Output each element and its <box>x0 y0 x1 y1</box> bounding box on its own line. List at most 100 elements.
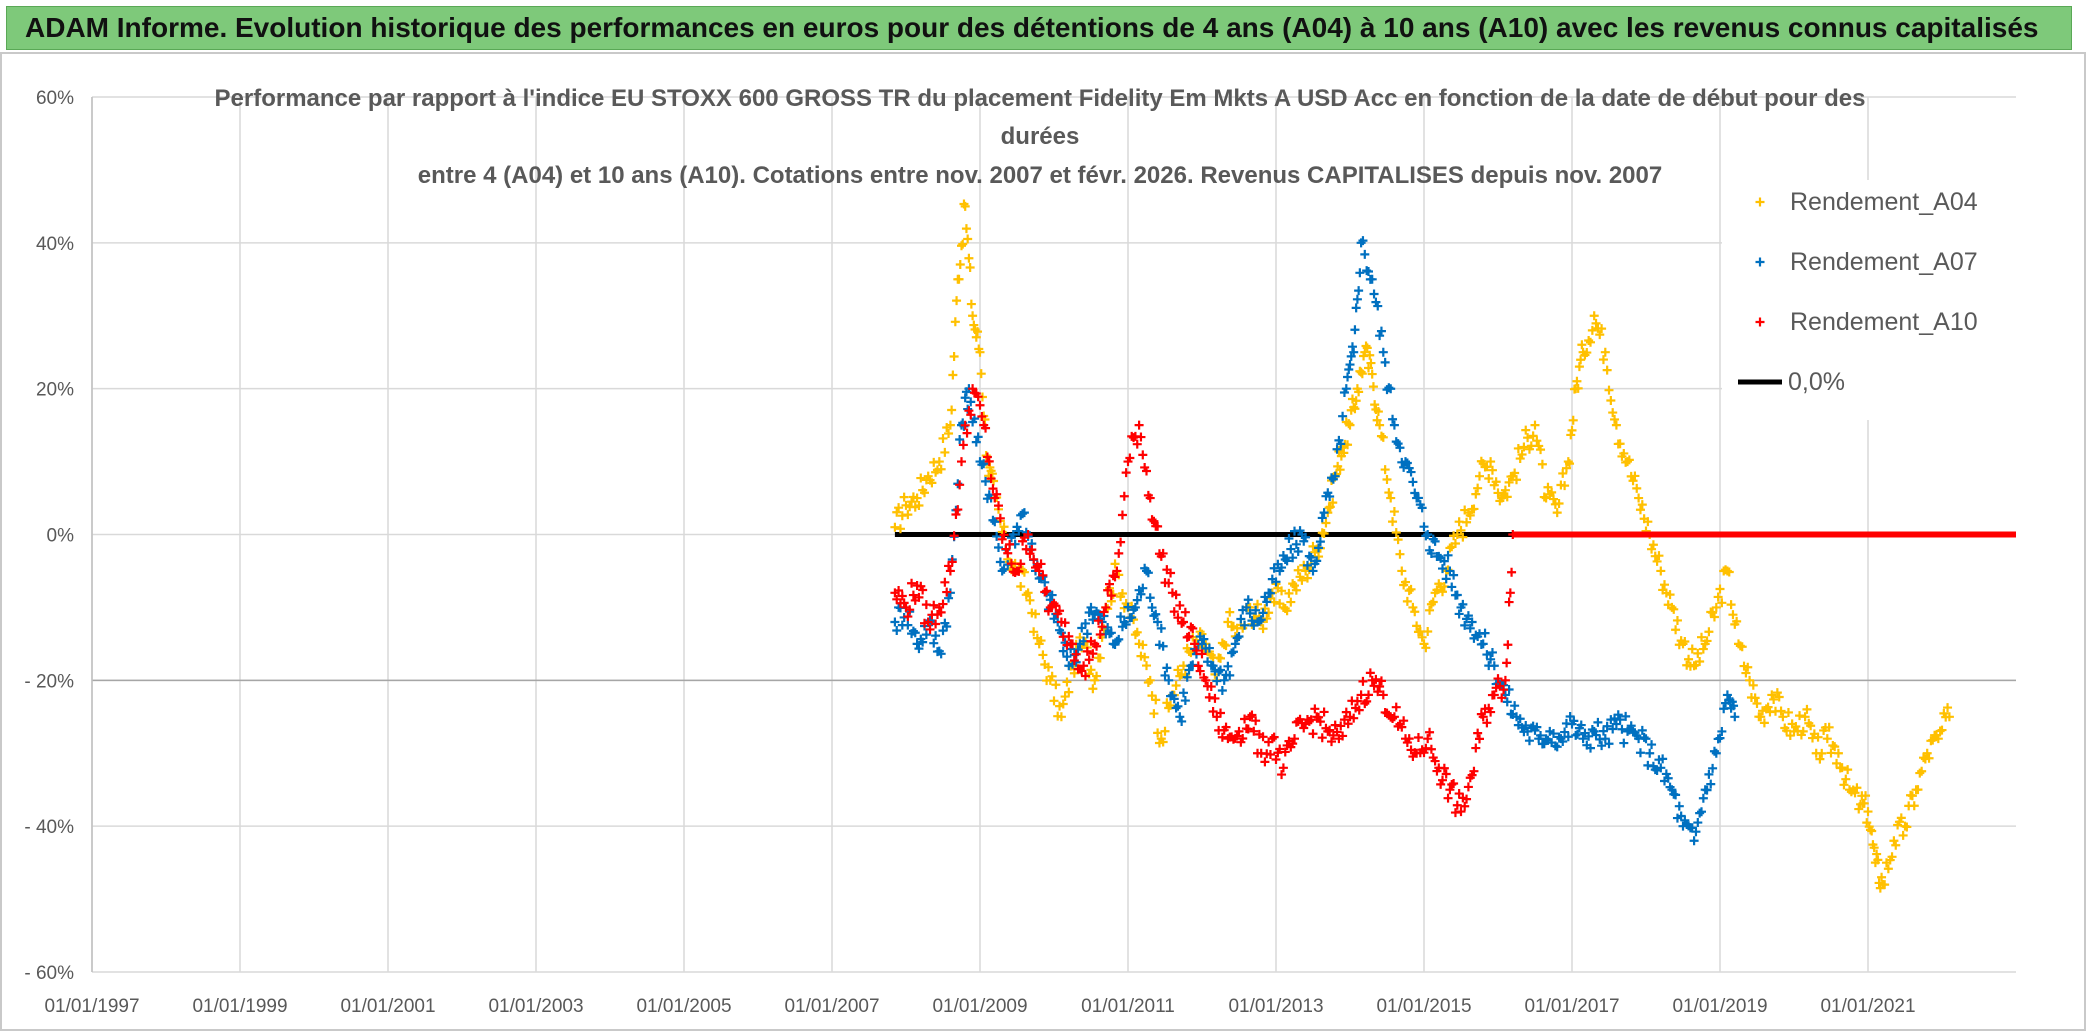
data-point <box>1175 712 1185 722</box>
data-point-fill <box>1704 769 1714 779</box>
data-point-fill <box>1335 465 1345 475</box>
data-point <box>1201 675 1211 685</box>
data-point <box>1778 712 1788 722</box>
data-point-fill <box>1500 485 1510 495</box>
data-point-fill <box>1149 516 1159 526</box>
data-point-fill <box>1191 646 1201 656</box>
data-point-fill <box>1243 724 1253 734</box>
data-point-fill <box>1156 623 1166 633</box>
data-point-fill <box>944 593 954 603</box>
data-point-fill <box>1138 450 1148 460</box>
data-point-fill <box>1071 657 1081 667</box>
data-point-fill <box>1698 793 1708 803</box>
data-point-fill <box>971 332 981 342</box>
data-point-fill <box>1606 396 1616 406</box>
x-tick-label: 01/01/2009 <box>932 996 1027 1017</box>
data-point-fill <box>1619 448 1629 458</box>
data-point-fill <box>1265 588 1275 598</box>
data-point-fill <box>1652 556 1662 566</box>
data-point-fill <box>1386 384 1396 394</box>
data-point-fill <box>1014 566 1024 576</box>
data-point-fill <box>1380 465 1390 475</box>
data-point-fill <box>1702 785 1712 795</box>
data-point-fill <box>1507 567 1517 577</box>
data-point <box>1800 712 1810 722</box>
data-point-fill <box>1404 586 1414 596</box>
data-point-fill <box>1243 595 1253 605</box>
x-tick-label: 01/01/2021 <box>1820 996 1915 1017</box>
data-point-fill <box>1051 680 1061 690</box>
series-Rendement_A10 <box>890 384 1518 818</box>
data-point-fill <box>1138 583 1148 593</box>
data-point-fill <box>1608 724 1618 734</box>
data-point-fill <box>988 515 998 525</box>
data-point-fill <box>1532 436 1542 446</box>
data-point-fill <box>1763 702 1773 712</box>
data-point-fill <box>1928 735 1938 745</box>
data-point <box>1767 690 1777 700</box>
data-point-fill <box>1576 720 1586 730</box>
data-point-fill <box>1709 746 1719 756</box>
data-point-fill <box>1217 686 1227 696</box>
data-point-fill <box>1536 730 1546 740</box>
data-point-fill <box>936 607 946 617</box>
data-point <box>1101 602 1111 612</box>
data-point-fill <box>1458 532 1468 542</box>
data-point-fill <box>1704 627 1714 637</box>
data-point-fill <box>1343 372 1353 382</box>
data-point-fill <box>1132 627 1142 637</box>
data-point-fill <box>1750 693 1760 703</box>
data-point-fill <box>1338 731 1348 741</box>
data-point-fill <box>938 599 948 609</box>
data-point-fill <box>1025 549 1035 559</box>
data-point-fill <box>1717 726 1727 736</box>
data-point-fill <box>1370 400 1380 410</box>
data-point-fill <box>1108 571 1118 581</box>
y-tick-label: 60% <box>36 88 74 109</box>
data-point-fill <box>1110 559 1120 569</box>
data-point <box>923 617 933 627</box>
data-point-fill <box>1852 783 1862 793</box>
data-point-fill <box>940 577 950 587</box>
data-point-fill <box>1253 599 1262 609</box>
data-point-fill <box>973 432 983 442</box>
x-tick-label: 01/01/2011 <box>1081 996 1175 1017</box>
data-point-fill <box>1132 439 1142 449</box>
data-point <box>1219 675 1229 685</box>
data-point <box>1349 347 1359 357</box>
data-point-fill <box>1619 738 1629 748</box>
data-point-fill <box>1117 510 1127 520</box>
data-point-fill <box>1158 548 1168 558</box>
data-point-fill <box>1447 582 1457 592</box>
data-point-fill <box>1058 699 1068 709</box>
data-point-fill <box>1887 852 1897 862</box>
data-point-fill <box>1344 364 1354 374</box>
data-point-fill <box>1493 674 1503 684</box>
data-point-fill <box>921 630 931 640</box>
data-point-fill <box>1795 711 1805 721</box>
data-point <box>1722 690 1732 700</box>
data-point-fill <box>1502 658 1512 668</box>
legend-marker-Rendement_A04 <box>1755 197 1765 207</box>
data-point-fill <box>1317 513 1327 523</box>
data-point-fill <box>1084 655 1094 665</box>
data-point-fill <box>1288 553 1298 563</box>
data-point <box>1745 675 1755 685</box>
data-point-fill <box>1147 515 1157 525</box>
data-point-fill <box>1486 654 1496 664</box>
data-point <box>1552 508 1562 518</box>
data-point-fill <box>992 489 1002 499</box>
data-point-fill <box>990 517 1000 527</box>
data-point-fill <box>916 473 926 483</box>
data-point-fill <box>982 452 992 462</box>
data-point-fill <box>1832 758 1842 768</box>
data-point-fill <box>1364 690 1373 700</box>
data-point-fill <box>1055 606 1065 616</box>
x-tick-label: 01/01/1997 <box>44 996 139 1017</box>
data-point-fill <box>1421 643 1431 653</box>
data-point <box>1230 639 1240 649</box>
data-point-fill <box>995 513 1005 523</box>
data-point <box>1375 420 1385 430</box>
data-point-fill <box>1637 725 1647 735</box>
data-point <box>1267 734 1277 744</box>
